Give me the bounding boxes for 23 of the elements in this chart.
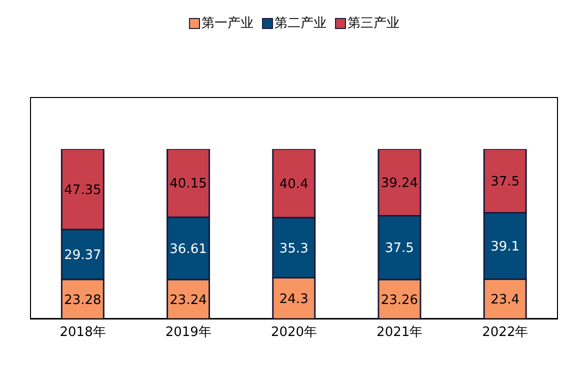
data-label: 23.26 xyxy=(380,292,418,308)
data-label: 39.1 xyxy=(490,240,520,255)
data-label: 29.37 xyxy=(64,248,102,264)
x-tick-label: 2018年 xyxy=(60,325,106,340)
x-tick-label: 2021年 xyxy=(376,325,423,340)
data-label: 23.28 xyxy=(64,292,102,308)
data-label: 23.4 xyxy=(490,292,520,308)
legend-label: 第三产业 xyxy=(346,15,400,32)
legend-label: 第二产业 xyxy=(274,15,326,32)
x-tick-label: 2022年 xyxy=(482,325,528,340)
data-label: 23.24 xyxy=(170,292,207,308)
x-tick-label: 2020年 xyxy=(270,325,318,340)
data-label: 47.35 xyxy=(64,182,102,198)
data-label: 35.3 xyxy=(279,241,308,256)
legend-label: 第一产业 xyxy=(200,15,254,32)
data-label: 37.5 xyxy=(385,241,414,256)
data-label: 39.24 xyxy=(380,176,418,191)
data-label: 40.15 xyxy=(170,176,207,192)
data-label: 24.3 xyxy=(279,292,308,307)
data-label: 40.4 xyxy=(279,176,308,192)
x-tick-label: 2019年 xyxy=(165,325,212,340)
data-label: 37.5 xyxy=(490,174,520,190)
data-label: 36.61 xyxy=(170,242,207,257)
